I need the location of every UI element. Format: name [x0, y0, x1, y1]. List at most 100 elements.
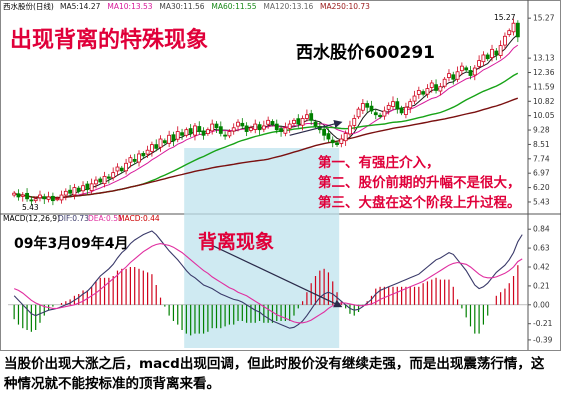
candle-body: [214, 123, 219, 129]
candle-body: [356, 108, 361, 118]
candle-body: [128, 157, 133, 163]
candle-body: [158, 138, 163, 148]
candle-body: [313, 121, 318, 127]
price-tick-label-9: 12.36: [533, 68, 555, 77]
candle-body: [261, 125, 266, 130]
candle-body: [81, 185, 85, 192]
candle-body: [59, 194, 64, 201]
candle-body: [33, 198, 38, 202]
candle-body: [481, 54, 486, 63]
candle-body: [154, 144, 159, 149]
candle-body: [429, 82, 434, 88]
candle-body: [455, 71, 460, 80]
dea-line: [13, 243, 523, 324]
candle-body: [412, 95, 417, 102]
candle-body: [25, 192, 29, 200]
candle-body: [94, 179, 98, 185]
candle-body: [188, 128, 193, 134]
candle-body: [365, 103, 370, 108]
dif-line: [13, 230, 523, 329]
candle-body: [141, 153, 146, 157]
candle-body: [231, 127, 236, 132]
candle-body: [468, 70, 473, 76]
candle-body: [348, 125, 352, 135]
caption-text: 当股价出现大涨之后，macd出现回调，但此时股价没有继续走强，而是出现震荡行情，…: [4, 356, 545, 392]
candle-body: [20, 194, 25, 197]
candle-body: [253, 123, 258, 130]
candle-body: [55, 198, 60, 201]
macd-tick-label-0: -0.39: [533, 335, 553, 344]
macd-tick-label-2: 0.00: [533, 300, 550, 309]
candle-body: [438, 86, 443, 92]
candle-body: [145, 149, 150, 155]
candle-body: [111, 172, 116, 179]
candle-body: [42, 196, 47, 200]
candle-body: [180, 132, 184, 136]
candle-body: [434, 84, 438, 91]
candle-body: [50, 195, 55, 202]
price-trend-arrow: [289, 119, 343, 136]
candle-body: [490, 48, 494, 58]
candle-body: [296, 118, 301, 125]
candle-body: [507, 30, 512, 36]
candle-body: [68, 189, 73, 194]
macd-tick-label-4: 0.42: [533, 263, 550, 272]
candle-body: [322, 128, 327, 136]
candle-body: [12, 192, 17, 196]
price-tick-label-11: 15.27: [533, 14, 555, 23]
candle-body: [447, 73, 451, 78]
price-tick-label-0: 5.43: [533, 197, 550, 206]
candle-body: [72, 187, 77, 196]
candle-body: [279, 128, 283, 132]
candle-body: [326, 133, 331, 140]
candle-body: [335, 142, 339, 146]
candle-body: [132, 158, 137, 162]
candle-body: [472, 67, 477, 76]
macd-label: MACD(12,26,9): [3, 214, 60, 223]
candle-body: [124, 162, 128, 172]
candle-body: [210, 123, 215, 132]
stock-chart: 西水股份(日线) MA5:14.27 MA10:13.53 MA30:11.56 MA6…: [0, 0, 561, 351]
ma-legend-item-4: MA120:13.16: [263, 2, 313, 11]
macd-tick-label-6: 0.84: [533, 225, 550, 234]
dif-label: DIF:0.73: [58, 214, 89, 223]
price-tick-label-3: 7.74: [533, 154, 550, 163]
price-tick-label-8: 11.59: [533, 82, 555, 91]
candle-body: [85, 183, 90, 190]
candle-body: [119, 167, 124, 172]
candle-body: [304, 114, 309, 119]
annotation-point-2: 第二、股价前期的升幅不是很大，: [318, 175, 521, 191]
price-tick-label-1: 6.20: [533, 183, 550, 192]
candle-body: [373, 112, 378, 116]
candle-body: [167, 134, 172, 144]
candle-body: [218, 126, 223, 134]
candle-body: [283, 127, 288, 134]
candle-body: [29, 199, 34, 202]
candle-body: [369, 105, 374, 112]
ma-legend-item-2: MA30:11.56: [159, 2, 204, 11]
candle-body: [227, 131, 232, 137]
candle-body: [257, 124, 262, 131]
candle-body: [236, 121, 240, 127]
candle-body: [89, 183, 94, 191]
candle-body: [98, 178, 103, 183]
candle-body: [184, 129, 189, 136]
price-tick-label-7: 10.82: [533, 97, 555, 106]
annotation-point-1: 第一、有强庄介入，: [318, 155, 440, 171]
candle-body: [382, 110, 387, 117]
candle-body: [244, 125, 249, 132]
ma-line-ma10: [13, 44, 519, 199]
candle-body: [477, 60, 482, 67]
candle-body: [115, 166, 120, 172]
candle-body: [464, 67, 469, 71]
candle-body: [46, 196, 51, 200]
candle-body: [162, 140, 167, 144]
candle-body: [511, 22, 516, 33]
candle-body: [425, 88, 430, 95]
candle-body: [274, 123, 279, 131]
candle-body: [38, 194, 42, 199]
candle-body: [292, 119, 296, 124]
annotation-point-3: 第三、大盘在这个阶段上升过程。: [318, 195, 521, 211]
candle-body: [330, 139, 335, 144]
candle-body: [193, 125, 197, 136]
